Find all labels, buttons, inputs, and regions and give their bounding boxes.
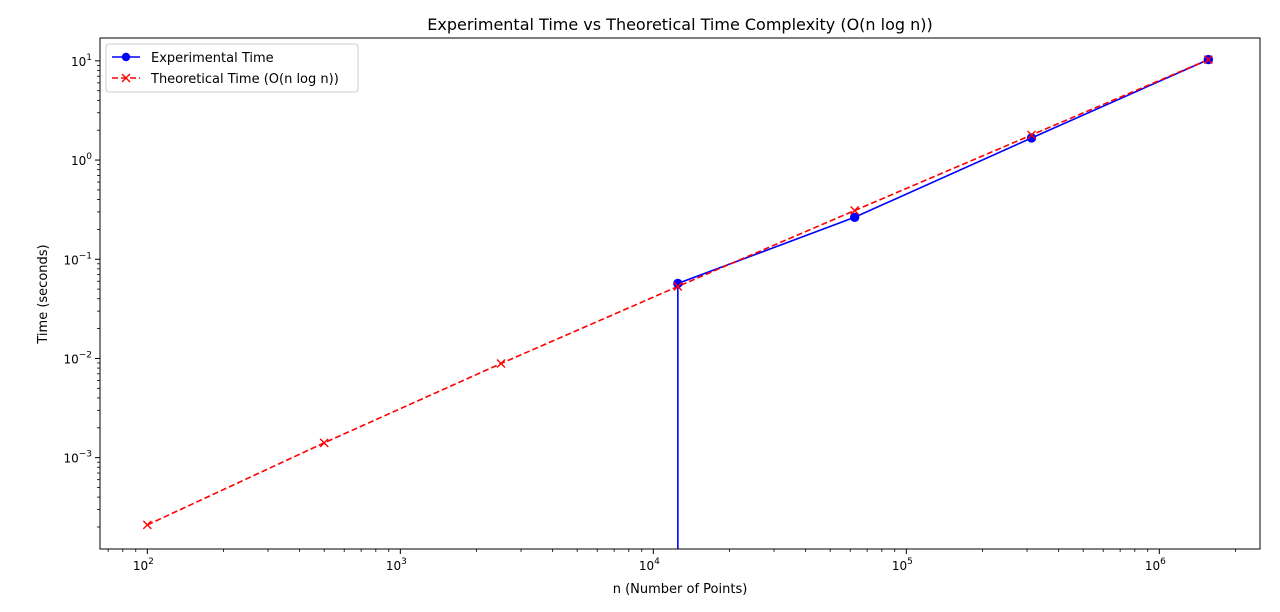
plot-markers <box>142 54 1214 530</box>
legend: Experimental Time Theoretical Time (O(n l… <box>105 43 359 93</box>
y-axis-ticks: 10−3 10−2 10−1 100 101 <box>63 53 100 528</box>
x-tick-label: 103 <box>386 557 407 573</box>
y-tick-label: 100 <box>71 152 92 168</box>
y-axis-label: Time (seconds) <box>36 244 51 344</box>
legend-label: Experimental Time <box>151 51 274 66</box>
data-point <box>673 278 683 289</box>
series-line <box>677 58 1209 549</box>
y-tick-label: 10−1 <box>63 251 92 267</box>
x-tick-label: 102 <box>133 557 154 573</box>
x-tick-label: 104 <box>639 557 660 573</box>
x-tick-label: 105 <box>892 557 913 573</box>
legend-box <box>105 43 359 93</box>
data-point <box>673 281 683 291</box>
y-tick-label: 10−2 <box>63 350 92 366</box>
data-point <box>850 206 860 216</box>
legend-label: Theoretical Time (O(n log n)) <box>150 72 339 87</box>
plot-series <box>146 58 1209 549</box>
data-point <box>849 212 860 222</box>
y-tick-label: 10−3 <box>63 450 92 466</box>
x-axis-ticks: 102 103 104 105 106 <box>107 549 1236 573</box>
data-point <box>1026 133 1037 143</box>
legend-marker <box>121 52 131 62</box>
y-tick-label: 101 <box>71 53 92 69</box>
chart-title: Experimental Time vs Theoretical Time Co… <box>427 15 932 34</box>
data-point <box>1203 55 1213 65</box>
plot-frame <box>99 37 1261 550</box>
data-point <box>1027 130 1037 140</box>
data-point <box>496 359 506 369</box>
x-axis-label: n (Number of Points) <box>613 582 748 597</box>
data-point <box>142 520 152 530</box>
data-point <box>319 438 329 448</box>
legend-marker <box>121 73 131 83</box>
x-tick-label: 106 <box>1145 557 1166 573</box>
